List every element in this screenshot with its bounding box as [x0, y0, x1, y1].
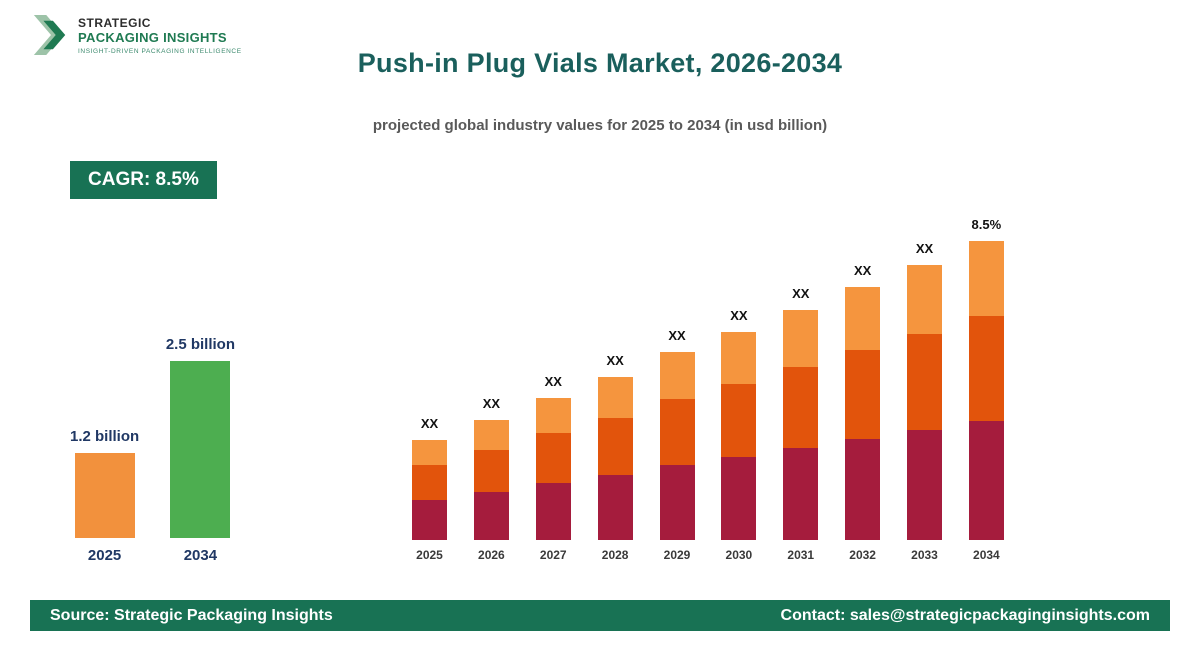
segment-middle — [783, 367, 819, 448]
projection-bar-2032 — [845, 287, 881, 540]
projection-bar-group-2027: XX 2027 — [535, 374, 571, 562]
projection-bar-group-2031: XX 2031 — [783, 286, 819, 562]
summary-bar-2034 — [170, 361, 231, 538]
projection-bar-group-2026: XX 2026 — [473, 396, 509, 562]
projection-bar-2031 — [783, 310, 819, 540]
projection-year-label: 2031 — [787, 548, 815, 562]
segment-bottom — [907, 430, 942, 540]
projection-year-label: 2034 — [973, 548, 1000, 562]
projection-bar-2033 — [907, 265, 942, 540]
projection-bar-2030 — [721, 332, 757, 540]
bar-value-label: XX — [915, 241, 934, 256]
footer-bar: Source: Strategic Packaging Insights Con… — [30, 600, 1170, 631]
bar-value-label: XX — [792, 286, 810, 301]
logo-text: STRATEGIC PACKAGING INSIGHTS INSIGHT-DRI… — [78, 16, 242, 55]
segment-middle — [907, 334, 942, 430]
bar-value-label: XX — [544, 374, 562, 389]
bar-value-label: XX — [668, 328, 686, 343]
summary-bar-group-2034: 2.5 billion 2034 — [166, 336, 235, 564]
segment-middle — [412, 465, 447, 500]
projection-year-label: 2030 — [725, 548, 753, 562]
projection-year-label: 2029 — [663, 548, 691, 562]
projection-year-label: 2033 — [911, 548, 938, 562]
logo-chevron-icon — [33, 15, 66, 55]
segment-top — [968, 241, 1004, 316]
segment-bottom — [473, 492, 509, 540]
bar-value-label: 8.5% — [971, 217, 1002, 232]
summary-value-label: 2.5 billion — [165, 336, 235, 353]
projection-year-label: 2026 — [478, 548, 505, 562]
segment-bottom — [968, 421, 1004, 540]
segment-bottom — [597, 475, 633, 540]
segment-top — [473, 420, 509, 450]
projection-bar-group-2034: 8.5% 2034 — [968, 217, 1004, 562]
segment-bottom — [535, 483, 571, 540]
projection-bar-group-2025: XX 2025 — [412, 416, 447, 562]
logo-tagline: INSIGHT-DRIVEN PACKAGING INTELLIGENCE — [78, 47, 242, 55]
projection-year-label: 2028 — [601, 548, 629, 562]
segment-middle — [473, 450, 509, 492]
segment-middle — [721, 384, 757, 457]
segment-middle — [535, 433, 571, 483]
cagr-badge: CAGR: 8.5% — [70, 161, 217, 199]
summary-bar-2025 — [74, 453, 135, 538]
projection-bar-2025 — [412, 440, 447, 540]
segment-bottom — [845, 439, 881, 540]
segment-middle — [968, 316, 1004, 421]
segment-top — [535, 398, 571, 433]
bar-value-label: XX — [606, 353, 624, 368]
summary-bar-group-2025: 1.2 billion 2025 — [70, 428, 139, 564]
projection-bar-2027 — [535, 398, 571, 540]
summary-value-label: 1.2 billion — [70, 428, 140, 445]
projection-year-label: 2025 — [416, 548, 443, 562]
segment-middle — [597, 418, 633, 475]
summary-year-label: 2025 — [87, 547, 122, 564]
footer-contact: Contact: sales@strategicpackaginginsight… — [780, 606, 1150, 624]
segment-bottom — [783, 448, 819, 540]
page-title: Push-in Plug Vials Market, 2026-2034 — [357, 48, 843, 78]
segment-bottom — [659, 465, 695, 540]
projection-bar-group-2029: XX 2029 — [659, 328, 695, 562]
projection-bar-2028 — [597, 377, 633, 540]
company-logo: STRATEGIC PACKAGING INSIGHTS INSIGHT-DRI… — [32, 12, 242, 58]
projection-year-label: 2027 — [539, 548, 567, 562]
segment-middle — [845, 350, 881, 439]
bar-value-label: XX — [730, 308, 748, 323]
bar-value-label: XX — [420, 416, 439, 431]
projection-bar-group-2033: XX 2033 — [907, 241, 942, 562]
footer-source: Source: Strategic Packaging Insights — [50, 606, 333, 624]
logo-line2: PACKAGING INSIGHTS — [78, 29, 227, 45]
projection-year-label: 2032 — [849, 548, 876, 562]
segment-top — [907, 265, 942, 334]
bar-value-label: XX — [853, 263, 872, 278]
projection-bar-group-2028: XX 2028 — [597, 353, 633, 562]
summary-bar-chart: 1.2 billion 2025 2.5 billion 2034 — [70, 322, 235, 564]
segment-bottom — [412, 500, 447, 540]
projection-bar-group-2030: XX 2030 — [721, 308, 757, 562]
projection-bar-2026 — [473, 420, 509, 540]
segment-bottom — [721, 457, 757, 540]
summary-year-label: 2034 — [183, 547, 218, 564]
segment-middle — [659, 399, 695, 465]
bar-value-label: XX — [482, 396, 501, 411]
projection-bar-group-2032: XX 2032 — [845, 263, 881, 562]
segment-top — [659, 352, 695, 399]
page-subtitle: projected global industry values for 202… — [372, 117, 828, 134]
segment-top — [845, 287, 881, 350]
segment-top — [721, 332, 757, 384]
projection-bar-2034 — [968, 241, 1004, 540]
logo-line1: STRATEGIC — [78, 15, 151, 30]
segment-top — [597, 377, 633, 418]
stacked-bar-chart: XX 2025 XX 2026 XX 2027 XX 2028 XX 2029 XX 2030 XX 20… — [412, 200, 1004, 562]
projection-bar-2029 — [659, 352, 695, 540]
segment-top — [412, 440, 447, 465]
segment-top — [783, 310, 819, 367]
